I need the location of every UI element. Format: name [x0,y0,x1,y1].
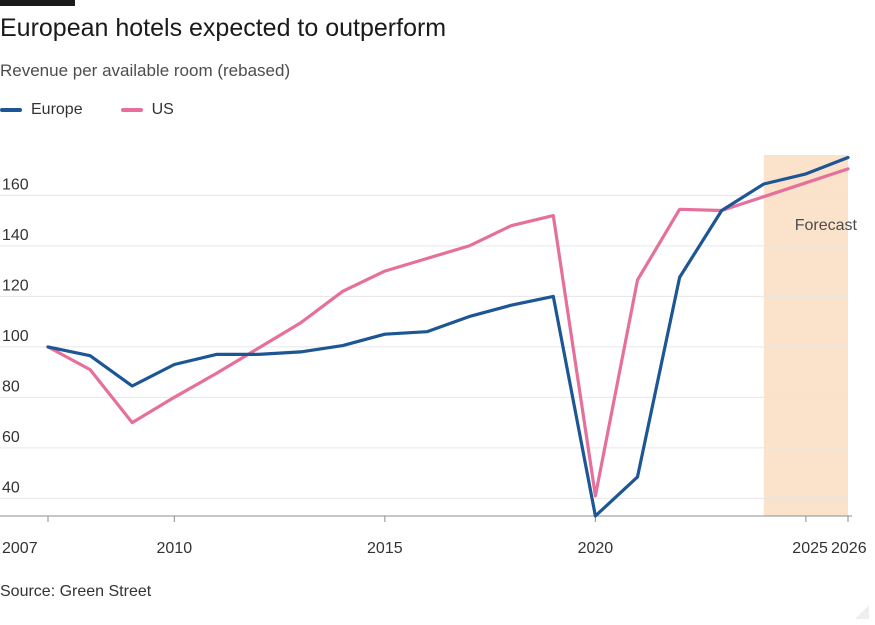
y-tick-label: 160 [2,176,29,193]
x-tick-label: 2010 [157,540,193,557]
header-rule [0,0,75,6]
chart-subtitle: Revenue per available room (rebased) [0,61,291,80]
y-tick-label: 60 [2,429,20,446]
x-tick-label: 2007 [2,540,38,557]
x-tick-label: 2025 [792,540,828,557]
source-note: Source: Green Street [0,583,152,600]
forecast-label: Forecast [795,217,858,234]
corner-mark [855,605,869,619]
series-line-us [46,167,850,498]
legend: Europe US [0,99,212,121]
series-line-europe [46,155,850,518]
forecast-band [763,155,848,516]
x-tick-label: 2020 [578,540,614,557]
y-tick-label: 40 [2,479,20,496]
legend-swatch-europe [0,108,22,112]
chart-title: European hotels expected to outperform [0,14,447,42]
x-tick-label: 2026 [831,540,867,557]
y-tick-label: 120 [2,277,29,294]
y-tick-label: 80 [2,378,20,395]
legend-item-us: US [120,101,174,119]
legend-item-europe: Europe [0,101,83,119]
y-tick-label: 100 [2,328,29,345]
legend-label-us: US [151,101,174,118]
legend-label-europe: Europe [31,101,83,118]
y-tick-label: 140 [2,227,29,244]
x-tick-label: 2015 [367,540,403,557]
legend-swatch-us [120,108,143,112]
